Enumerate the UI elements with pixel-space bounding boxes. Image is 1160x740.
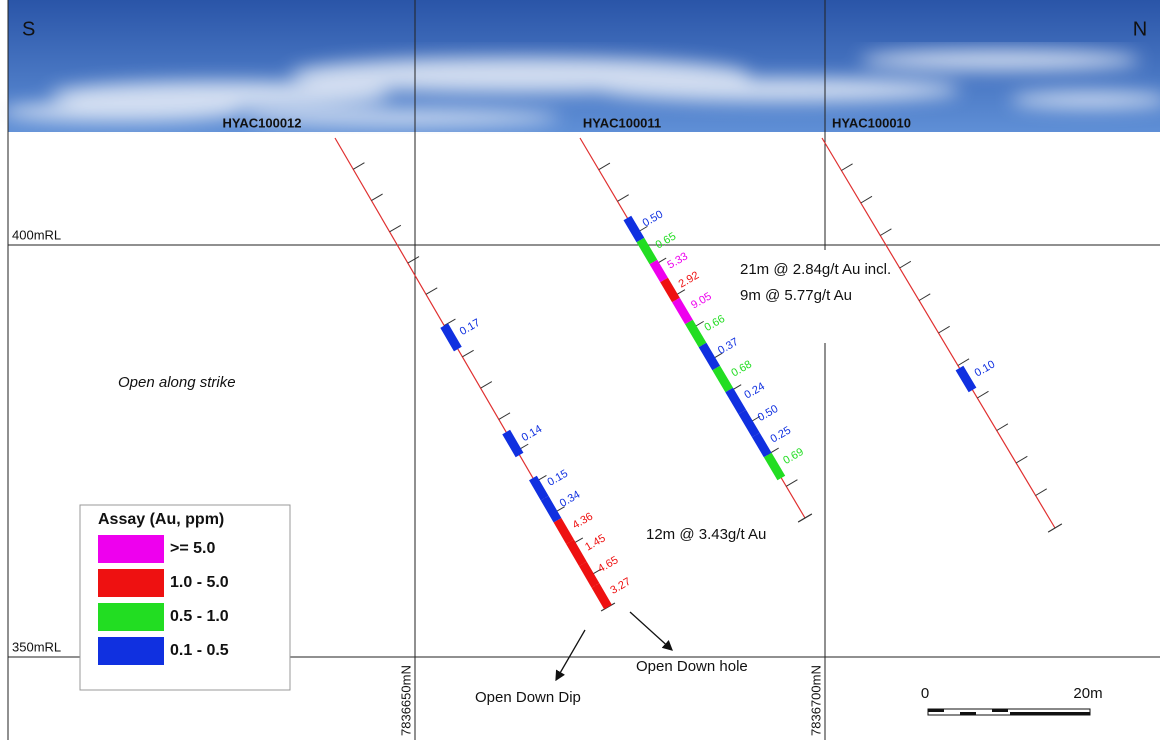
assay-label: 0.65	[654, 230, 679, 251]
assay-label: 0.25	[768, 424, 793, 445]
hole-end	[1048, 524, 1062, 532]
assay-label: 0.50	[641, 208, 666, 229]
depth-tick	[481, 382, 492, 389]
depth-tick	[353, 163, 364, 170]
assay-label: 0.17	[458, 317, 483, 338]
orientation-right: N	[1133, 18, 1147, 40]
depth-tick	[900, 261, 911, 268]
depth-tick	[426, 288, 437, 295]
depth-tick	[977, 391, 988, 398]
legend-label: 0.1 - 0.5	[170, 642, 229, 659]
hole-name: HYAC100010	[832, 115, 911, 130]
depth-tick	[618, 195, 629, 202]
assay-interval	[703, 345, 717, 368]
level-label: 400mRL	[12, 227, 61, 242]
assay-label: 5.33	[665, 250, 690, 271]
assay-interval	[640, 240, 653, 262]
hole-name: HYAC100012	[222, 115, 301, 130]
depth-tick	[390, 225, 401, 232]
assay-label: 0.14	[520, 423, 545, 444]
depth-tick	[841, 164, 852, 171]
assay-interval	[664, 280, 676, 300]
assay-interval	[583, 564, 596, 586]
northing-label: 7836650mN	[398, 665, 413, 736]
depth-tick	[880, 229, 891, 236]
assay-interval	[444, 326, 458, 349]
depth-tick	[1036, 489, 1047, 496]
assay-interval	[768, 455, 782, 478]
assay-label: 0.69	[781, 446, 806, 467]
assay-label: 4.65	[596, 554, 621, 575]
assay-label: 0.15	[546, 468, 571, 489]
intercept-text: 21m @ 2.84g/t Au incl.	[740, 261, 891, 278]
assay-label: 4.36	[571, 511, 596, 532]
assay-interval	[506, 432, 519, 455]
hole-end	[798, 514, 812, 522]
assay-interval	[729, 390, 742, 412]
assay-interval	[627, 218, 640, 240]
assay-interval	[959, 368, 972, 390]
legend-label: >= 5.0	[170, 540, 215, 557]
depth-tick	[599, 163, 610, 170]
assay-interval	[533, 478, 545, 498]
down-dip-note: Open Down Dip	[475, 689, 581, 706]
legend-label: 0.5 - 1.0	[170, 608, 229, 625]
depth-tick	[1016, 456, 1027, 463]
assay-label: 9.05	[689, 290, 714, 311]
down-hole-note: Open Down hole	[636, 658, 748, 675]
assay-interval	[653, 262, 664, 280]
depth-tick	[408, 257, 419, 264]
assay-interval	[557, 520, 570, 542]
legend-swatch	[98, 535, 164, 563]
depth-tick	[939, 326, 950, 333]
depth-tick	[499, 413, 510, 420]
assay-label: 2.92	[677, 269, 702, 290]
level-label: 350mRL	[12, 639, 61, 654]
assay-interval	[676, 300, 689, 322]
intercept-text: 12m @ 3.43g/t Au	[646, 526, 766, 543]
cross-section: S N HYAC100012 HYAC100011 HYAC100010 400…	[0, 0, 1160, 740]
legend-swatch	[98, 569, 164, 597]
assay-interval	[716, 368, 729, 390]
scale-bar: 0 20m	[921, 685, 1103, 715]
intercept-text: 9m @ 5.77g/t Au	[740, 287, 852, 304]
legend-label: 1.0 - 5.0	[170, 574, 229, 591]
scale-label: 20m	[1073, 685, 1102, 702]
depth-tick	[786, 480, 797, 487]
assay-label: 0.50	[756, 403, 781, 424]
assay-label: 3.27	[608, 576, 633, 597]
scale-label: 0	[921, 685, 929, 702]
northing-label: 7836700mN	[808, 665, 823, 736]
assay-label: 0.24	[742, 380, 767, 401]
arrow	[556, 630, 585, 680]
assay-label: 0.66	[702, 313, 727, 334]
assay-label: 0.10	[973, 358, 998, 379]
legend: Assay (Au, ppm) >= 5.0 1.0 - 5.0 0.5 - 1.0…	[80, 505, 290, 690]
assay-label: 0.34	[558, 489, 583, 510]
assay-interval	[756, 435, 768, 455]
hole-name: HYAC100011	[583, 115, 661, 130]
depth-tick	[997, 424, 1008, 431]
assay-interval	[742, 412, 756, 435]
assay-interval	[595, 585, 608, 607]
depth-tick	[958, 359, 969, 366]
depth-tick	[861, 196, 872, 203]
assay-label: 0.68	[729, 358, 754, 379]
assay-interval	[689, 322, 703, 345]
depth-tick	[462, 350, 473, 357]
legend-swatch	[98, 637, 164, 665]
arrow	[630, 612, 672, 650]
strike-note: Open along strike	[118, 374, 236, 391]
sky	[0, 0, 1160, 132]
orientation-left: S	[22, 18, 35, 40]
legend-swatch	[98, 603, 164, 631]
assay-label: 1.45	[583, 532, 608, 553]
assay-interval	[545, 498, 558, 520]
assay-interval	[570, 542, 583, 564]
depth-tick	[371, 194, 382, 201]
depth-tick	[919, 294, 930, 301]
legend-title: Assay (Au, ppm)	[98, 511, 224, 528]
